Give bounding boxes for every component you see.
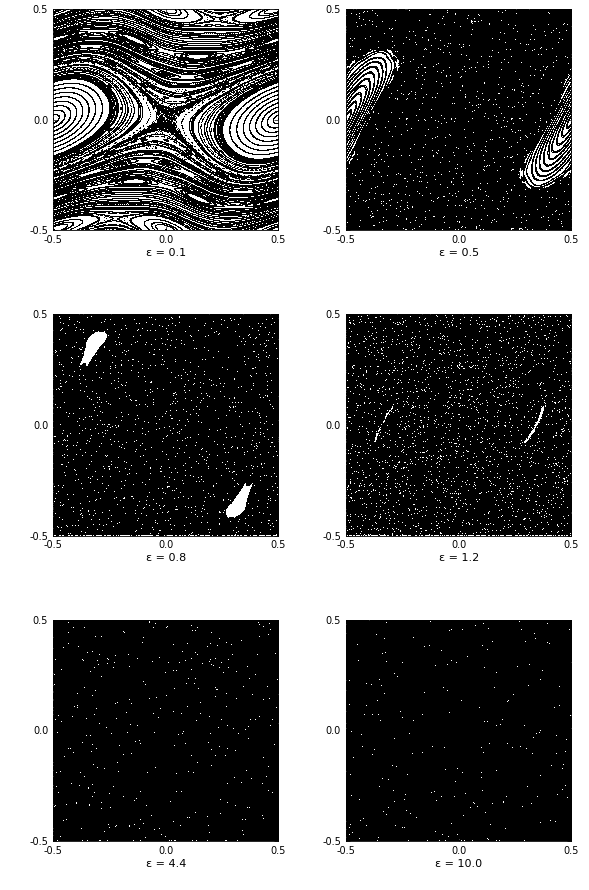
X-axis label: ε = 0.8: ε = 0.8 [145, 554, 186, 563]
X-axis label: ε = 1.2: ε = 1.2 [439, 554, 479, 563]
X-axis label: ε = 4.4: ε = 4.4 [145, 859, 186, 869]
X-axis label: ε = 0.5: ε = 0.5 [439, 247, 479, 258]
X-axis label: ε = 0.1: ε = 0.1 [145, 247, 186, 258]
X-axis label: ε = 10.0: ε = 10.0 [435, 859, 482, 869]
